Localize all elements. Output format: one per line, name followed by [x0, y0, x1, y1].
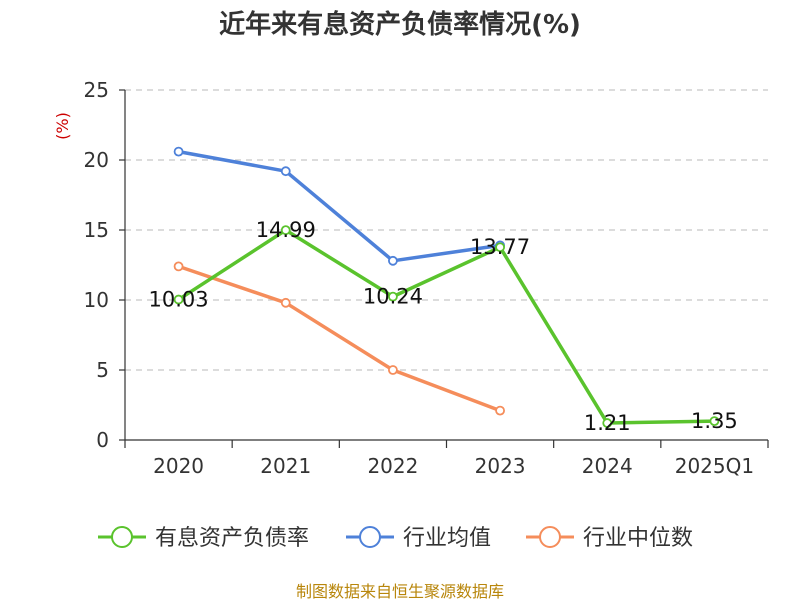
data-label: 1.21 — [584, 411, 631, 435]
data-point — [388, 291, 398, 302]
data-label: 10.24 — [363, 285, 423, 309]
y-tick-label: 10 — [84, 288, 109, 312]
x-tick-label: 2025Q1 — [675, 454, 754, 478]
legend-marker — [539, 526, 561, 548]
data-point — [173, 146, 184, 157]
legend-marker — [359, 526, 381, 548]
y-tick-label: 20 — [84, 148, 109, 172]
data-point — [280, 225, 291, 236]
y-tick-label: 5 — [96, 358, 109, 382]
series-line — [176, 228, 717, 425]
data-point — [173, 294, 184, 305]
x-tick-label: 2020 — [153, 454, 204, 478]
data-label: 14.99 — [256, 218, 316, 242]
data-point — [495, 242, 505, 253]
y-tick-label: 25 — [84, 78, 109, 102]
y-tick-label: 15 — [84, 218, 109, 242]
x-tick-label: 2021 — [260, 454, 311, 478]
data-point — [388, 365, 398, 375]
legend-label: 有息资产负债率 — [155, 526, 309, 551]
legend-label: 行业均值 — [403, 526, 491, 551]
data-label: 10.03 — [149, 288, 209, 312]
data-point — [709, 416, 720, 427]
chart-title: 近年来有息资产负债率情况(%) — [219, 10, 581, 40]
legend-label: 行业中位数 — [583, 526, 693, 551]
y-tick-label: 0 — [96, 428, 109, 452]
data-point — [602, 418, 613, 428]
legend-marker — [111, 526, 133, 548]
source-note: 制图数据来自恒生聚源数据库 — [295, 582, 504, 601]
data-label: 13.77 — [470, 235, 530, 259]
series-line — [176, 264, 502, 413]
data-point — [280, 297, 291, 308]
series-line — [176, 149, 502, 263]
data-point — [173, 261, 184, 272]
data-point — [495, 405, 505, 416]
data-label: 1.35 — [691, 409, 738, 433]
data-point — [388, 255, 398, 266]
y-axis-label: (%) — [53, 112, 72, 140]
x-tick-label: 2022 — [367, 454, 418, 478]
x-tick-label: 2023 — [475, 454, 526, 478]
data-point — [280, 166, 291, 177]
x-tick-label: 2024 — [582, 454, 633, 478]
